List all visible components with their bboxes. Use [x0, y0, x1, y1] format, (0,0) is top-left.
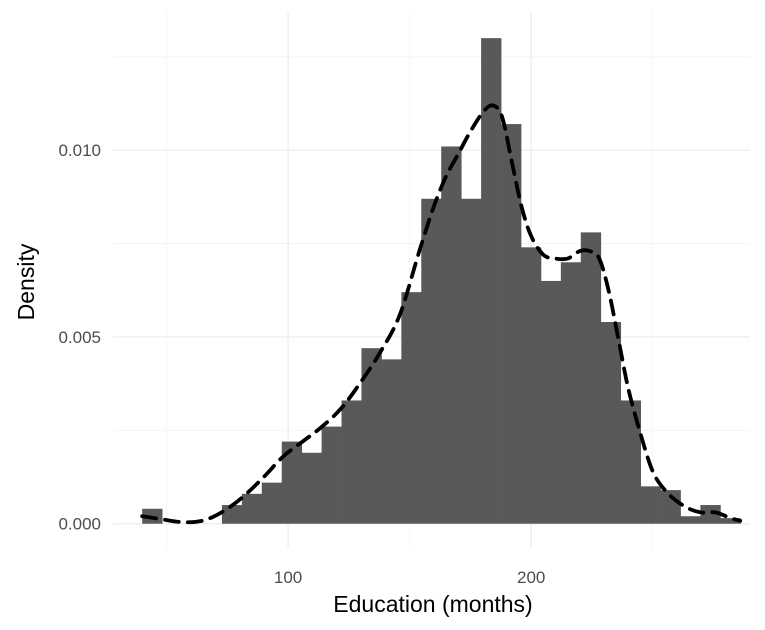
- histogram-bars: [142, 38, 741, 524]
- histogram-bar: [680, 516, 701, 524]
- histogram-bar: [580, 232, 602, 524]
- histogram-bar: [221, 505, 243, 524]
- histogram-bar: [461, 198, 482, 524]
- x-tick-label: 200: [517, 568, 545, 587]
- x-axis-tick-labels: 100 200: [274, 568, 546, 587]
- histogram-bar: [421, 198, 442, 524]
- histogram-bar: [620, 400, 641, 524]
- histogram-bar: [720, 518, 741, 524]
- histogram-bar: [501, 124, 522, 524]
- histogram-bar: [381, 359, 402, 524]
- histogram-bar: [560, 262, 582, 524]
- histogram-bar: [321, 426, 342, 524]
- histogram-bar: [441, 146, 462, 524]
- y-tick-label: 0.005: [58, 328, 101, 347]
- histogram-bar: [281, 441, 303, 524]
- x-axis-title: Education (months): [333, 591, 532, 617]
- y-tick-label: 0.010: [58, 141, 101, 160]
- density-curve: [140, 103, 743, 525]
- y-axis-title: Density: [13, 243, 39, 320]
- y-tick-label: 0.000: [58, 515, 101, 534]
- histogram-bar: [600, 322, 622, 524]
- histogram-bar: [700, 505, 721, 524]
- histogram-bar: [341, 400, 362, 524]
- histogram-bar: [241, 493, 263, 524]
- histogram-bar: [520, 247, 542, 524]
- x-tick-label: 100: [274, 568, 302, 587]
- histogram-bar: [361, 348, 382, 524]
- histogram-bar: [540, 280, 562, 524]
- histogram-bar: [401, 292, 422, 524]
- histogram-bar: [640, 486, 661, 524]
- histogram-bar: [481, 38, 502, 524]
- histogram-bar: [261, 482, 283, 524]
- y-axis-tick-labels: 0.000 0.005 0.010: [58, 141, 101, 534]
- histogram-bar: [301, 452, 323, 524]
